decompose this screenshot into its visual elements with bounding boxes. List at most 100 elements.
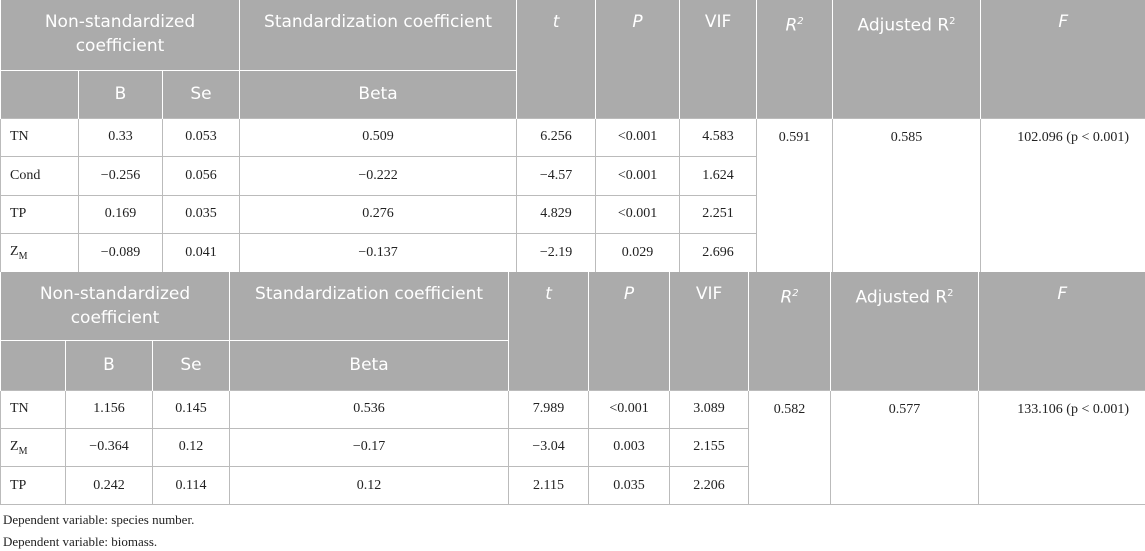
header-cell: B [78, 69, 163, 118]
cell: 4.583 [679, 117, 758, 157]
cell: TP [0, 466, 66, 506]
cell: 2.155 [669, 427, 750, 468]
cell: <0.001 [595, 117, 681, 157]
supscript: 2 [947, 288, 954, 299]
header-cell: Non-standardized coefficient [0, 0, 240, 70]
cell: 2.251 [679, 194, 758, 234]
cell: 0.242 [65, 466, 153, 506]
cell: −0.17 [229, 427, 510, 468]
cell: ZM [0, 233, 79, 273]
cell: 1.624 [679, 156, 758, 196]
header-row: B Se Beta [0, 69, 1145, 118]
cell: 0.035 [161, 194, 241, 234]
body-row: TP 0.242 0.114 0.12 2.115 0.035 2.206 [0, 466, 1145, 506]
cell: 0.056 [161, 156, 241, 196]
cell: −4.57 [516, 156, 597, 196]
cell: 0.003 [588, 427, 671, 468]
data-table: Non-standardized coefficient Standardizat… [0, 0, 1145, 273]
text: Adjusted R [855, 287, 948, 308]
cell: TP [0, 194, 79, 234]
cell: −0.364 [65, 427, 153, 468]
header-row: Non-standardized coefficient Standardizat… [0, 0, 1145, 118]
header-cell: F [980, 0, 1145, 118]
cell: <0.001 [595, 194, 681, 234]
header-cell: Non-standardized coefficient [0, 272, 230, 340]
cell: 2.206 [669, 466, 750, 506]
subscript: M [18, 445, 28, 457]
header-cell: VIF [669, 272, 749, 390]
header-cell: Se [151, 339, 230, 390]
cell: −0.256 [78, 156, 163, 196]
header-cell [0, 339, 66, 390]
text: Adjusted R [857, 15, 950, 36]
cell: 0.509 [239, 117, 518, 157]
cell: −0.222 [239, 156, 518, 196]
supscript: 2 [949, 16, 956, 27]
cell: −0.137 [239, 233, 518, 273]
cell: <0.001 [588, 389, 671, 429]
cell: 0.035 [588, 466, 671, 506]
cell: 3.089 [669, 389, 750, 429]
header-cell: R2 [756, 0, 833, 118]
cell: ZM [0, 427, 66, 468]
cell: 0.12 [229, 466, 510, 506]
f-cell: 102.096 (p < 0.001) [980, 117, 1145, 273]
text: R [780, 287, 793, 308]
cell: 2.115 [508, 466, 590, 506]
body-row: ZM −0.089 0.041 −0.137 −2.19 0.029 2.696 [0, 233, 1145, 273]
cell: 0.169 [78, 194, 163, 234]
cell: −3.04 [508, 427, 590, 468]
cell: 0.33 [78, 117, 163, 157]
header-cell: Standardization coefficient [229, 272, 509, 340]
cell: −2.19 [516, 233, 597, 273]
header-row: B Se Beta [0, 339, 1145, 390]
cell: −0.089 [78, 233, 163, 273]
body-row: TN 0.33 0.053 0.509 6.256 <0.001 4.583 0.591 0.5… [0, 117, 1145, 273]
subscript: M [18, 250, 28, 262]
header-cell: Adjusted R2 [832, 0, 981, 118]
text: Z [10, 438, 19, 454]
cell: 4.829 [516, 194, 597, 234]
data-table: Non-standardized coefficient Standardizat… [0, 272, 1145, 506]
text: R [785, 15, 798, 36]
supscript: 2 [792, 288, 799, 299]
adj-cell: 0.585 [832, 117, 982, 273]
body-row: Cond −0.256 0.056 −0.222 −4.57 <0.001 1.624 [0, 156, 1145, 196]
header-cell: Beta [229, 339, 509, 390]
cell: TN [0, 117, 79, 157]
footnote: Dependent variable: species number. [3, 512, 195, 527]
cell: 0.536 [229, 389, 510, 429]
cell: 0.041 [161, 233, 241, 273]
header-row: Non-standardized coefficient Standardizat… [0, 272, 1145, 390]
cell: TN [0, 389, 66, 429]
header-cell: VIF [679, 0, 757, 118]
supscript: 2 [797, 16, 804, 27]
cell: 0.053 [161, 117, 241, 157]
body-row: TN 1.156 0.145 0.536 7.989 <0.001 3.089 0.582 0.… [0, 389, 1145, 506]
header-cell: F [978, 272, 1145, 390]
text: Z [10, 243, 19, 259]
header-cell: P [588, 272, 670, 390]
r2-cell: 0.591 [756, 117, 834, 273]
adj-cell: 0.577 [830, 389, 980, 506]
header-cell: Se [161, 69, 240, 118]
header-cell: B [65, 339, 153, 390]
cell: 0.145 [151, 389, 231, 429]
header-cell: t [516, 0, 596, 118]
header-cell: Beta [239, 69, 517, 118]
cell: 2.696 [679, 233, 758, 273]
f-cell: 133.106 (p < 0.001) [978, 389, 1145, 506]
cell: 0.12 [151, 427, 231, 468]
header-cell: R2 [748, 272, 831, 390]
cell: 0.029 [595, 233, 681, 273]
cell: 0.114 [151, 466, 231, 506]
cell: Cond [0, 156, 79, 196]
cell: 0.276 [239, 194, 518, 234]
cell: 1.156 [65, 389, 153, 429]
r2-cell: 0.582 [748, 389, 832, 506]
cell: 7.989 [508, 389, 590, 429]
header-cell: Standardization coefficient [239, 0, 517, 70]
header-cell: P [595, 0, 680, 118]
cell: <0.001 [595, 156, 681, 196]
